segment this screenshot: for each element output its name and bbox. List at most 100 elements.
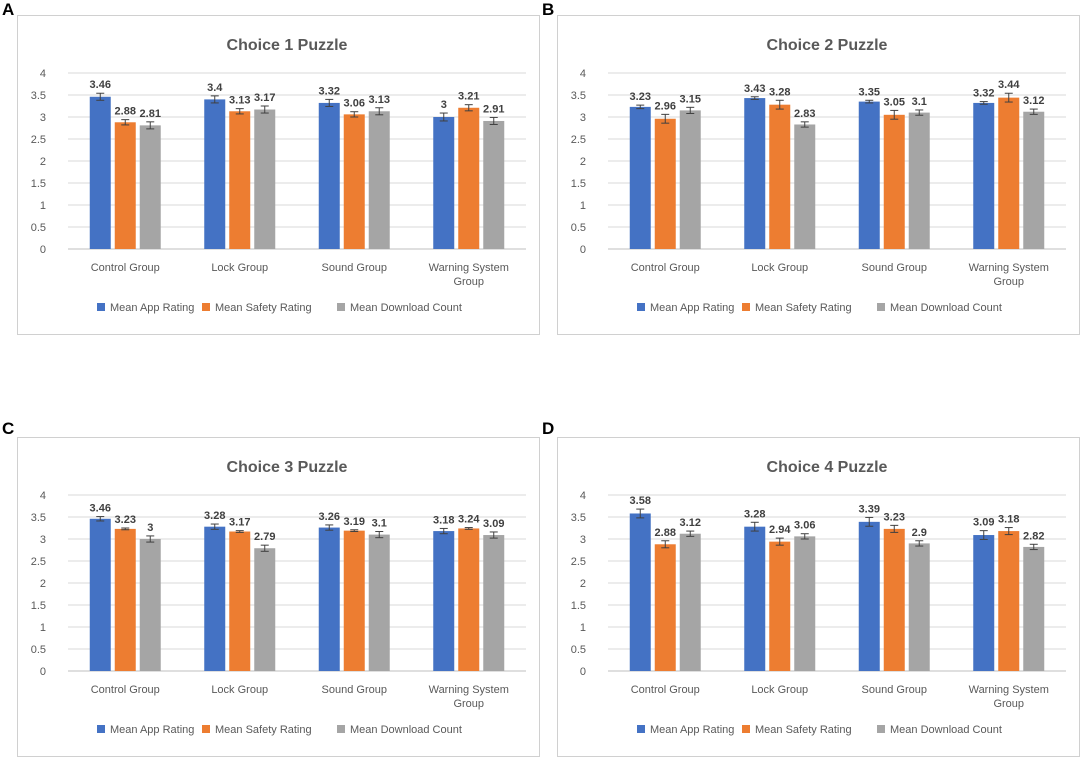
panel-label-a: A <box>2 0 15 19</box>
y-tick-label: 4 <box>580 68 586 80</box>
y-tick-label: 3 <box>580 534 586 546</box>
y-tick-label: 1 <box>580 200 586 212</box>
x-category-label: Lock Group <box>751 262 808 274</box>
legend-swatch-mean-app-rating <box>637 303 645 311</box>
bar-mean-download-count-control-group <box>679 533 701 671</box>
legend-item-mean-download-count: Mean Download Count <box>350 724 462 736</box>
bar-mean-safety-rating-sound-group <box>883 114 905 249</box>
data-label: 2.88 <box>655 527 676 539</box>
bar-mean-download-count-sound-group <box>908 543 930 671</box>
y-tick-label: 0.5 <box>571 644 586 656</box>
legend-item-mean-app-rating: Mean App Rating <box>110 302 194 314</box>
data-label: 3.13 <box>229 95 250 107</box>
bar-mean-safety-rating-sound-group <box>883 528 905 671</box>
legend-swatch-mean-safety-rating <box>202 725 210 733</box>
x-category-label: Group <box>993 698 1024 710</box>
bar-mean-app-rating-control-group <box>89 96 111 249</box>
y-tick-label: 2.5 <box>571 556 586 568</box>
y-tick-label: 1.5 <box>571 178 586 190</box>
bar-mean-safety-rating-sound-group <box>343 530 365 671</box>
data-label: 3.21 <box>458 91 479 103</box>
data-label: 2.83 <box>794 108 815 120</box>
y-tick-label: 0.5 <box>571 222 586 234</box>
data-label: 3.28 <box>204 510 225 522</box>
legend-item-mean-download-count: Mean Download Count <box>350 302 462 314</box>
legend-swatch-mean-app-rating <box>637 725 645 733</box>
bar-mean-safety-rating-control-group <box>114 528 136 671</box>
y-tick-label: 1 <box>40 200 46 212</box>
data-label: 3.4 <box>207 82 223 94</box>
bar-mean-download-count-control-group <box>139 125 161 249</box>
y-tick-label: 2 <box>40 578 46 590</box>
data-label: 3.23 <box>884 511 905 523</box>
data-label: 3.12 <box>680 517 701 529</box>
chart-title: Choice 4 Puzzle <box>767 459 888 476</box>
data-label: 3.28 <box>769 86 790 98</box>
bar-mean-safety-rating-lock-group <box>769 104 791 250</box>
bar-mean-app-rating-lock-group <box>204 526 226 671</box>
bar-mean-safety-rating-control-group <box>654 544 676 671</box>
y-tick-label: 2 <box>40 156 46 168</box>
data-label: 2.96 <box>655 100 676 112</box>
data-label: 3.12 <box>1023 95 1044 107</box>
bar-mean-download-count-control-group <box>679 110 701 250</box>
y-tick-label: 3.5 <box>31 512 46 524</box>
chart-title: Choice 1 Puzzle <box>227 37 348 54</box>
panel-label-b: B <box>542 0 555 19</box>
chart-panel-d: Choice 4 Puzzle 0 0.5 1 1.5 2 2.5 3 3.5 4 3.58 2.88… <box>557 437 1080 757</box>
x-category-label: Group <box>993 276 1024 288</box>
x-category-label: Warning System <box>429 684 509 696</box>
legend-item-mean-safety-rating: Mean Safety Rating <box>755 724 852 736</box>
bar-mean-app-rating-warning-system-group <box>433 531 455 671</box>
bar-mean-app-rating-warning-system-group <box>433 117 455 249</box>
y-tick-label: 0 <box>40 244 46 256</box>
data-label: 3.13 <box>369 94 390 106</box>
data-label: 3.23 <box>115 514 136 526</box>
data-label: 3.58 <box>630 495 651 507</box>
data-label: 3 <box>147 522 153 534</box>
data-label: 3.19 <box>344 516 365 528</box>
legend-item-mean-app-rating: Mean App Rating <box>650 302 734 314</box>
bar-mean-app-rating-control-group <box>629 106 651 249</box>
bar-mean-download-count-lock-group <box>794 536 816 671</box>
y-tick-label: 2 <box>580 578 586 590</box>
data-label: 3.18 <box>433 514 454 526</box>
y-tick-label: 1.5 <box>31 600 46 612</box>
data-label: 2.91 <box>483 103 504 115</box>
legend-swatch-mean-app-rating <box>97 725 105 733</box>
bar-mean-download-count-control-group <box>139 539 161 671</box>
choice-3-puzzle-chart: Choice 3 Puzzle 0 0.5 1 1.5 2 2.5 3 3.5 4 3.46 3.23… <box>31 459 526 736</box>
legend-item-mean-safety-rating: Mean Safety Rating <box>755 302 852 314</box>
bar-mean-app-rating-control-group <box>629 513 651 671</box>
y-tick-label: 1 <box>580 622 586 634</box>
bar-mean-download-count-warning-system-group <box>1023 111 1045 249</box>
data-label: 3.06 <box>794 520 815 532</box>
legend-swatch-mean-download-count <box>877 725 885 733</box>
bar-mean-app-rating-warning-system-group <box>973 102 995 249</box>
x-category-label: Sound Group <box>862 262 927 274</box>
data-label: 3.17 <box>229 517 250 529</box>
data-label: 3.46 <box>90 503 111 515</box>
bar-mean-safety-rating-warning-system-group <box>998 531 1020 671</box>
legend-item-mean-app-rating: Mean App Rating <box>650 724 734 736</box>
bar-mean-download-count-warning-system-group <box>1023 546 1045 671</box>
bar-mean-app-rating-warning-system-group <box>973 535 995 671</box>
choice-4-puzzle-chart: Choice 4 Puzzle 0 0.5 1 1.5 2 2.5 3 3.5 4 3.58 2.88… <box>571 459 1066 736</box>
x-category-label: Warning System <box>429 262 509 274</box>
x-category-label: Control Group <box>631 684 700 696</box>
y-tick-label: 1.5 <box>31 178 46 190</box>
legend-swatch-mean-safety-rating <box>202 303 210 311</box>
legend-swatch-mean-safety-rating <box>742 303 750 311</box>
data-label: 3.28 <box>744 508 765 520</box>
y-tick-label: 0.5 <box>31 222 46 234</box>
bar-mean-app-rating-sound-group <box>318 102 340 249</box>
y-tick-label: 3.5 <box>571 512 586 524</box>
bar-mean-app-rating-control-group <box>89 518 111 671</box>
y-tick-label: 0.5 <box>31 644 46 656</box>
x-category-label: Sound Group <box>322 684 387 696</box>
y-tick-label: 4 <box>40 68 46 80</box>
y-tick-label: 1.5 <box>571 600 586 612</box>
bar-mean-app-rating-lock-group <box>744 98 766 249</box>
y-tick-label: 4 <box>580 490 586 502</box>
bar-mean-safety-rating-lock-group <box>229 531 251 671</box>
